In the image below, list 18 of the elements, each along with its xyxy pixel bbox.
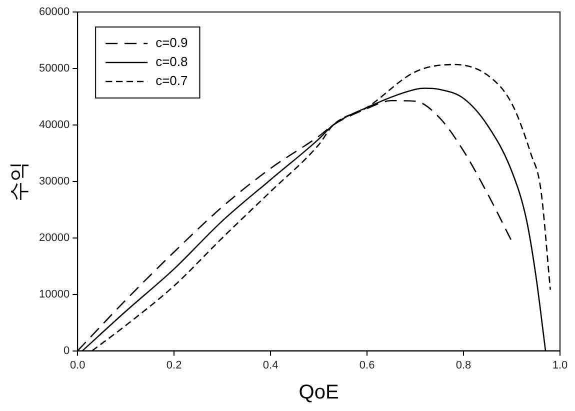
y-tick-label: 30000 (38, 175, 70, 188)
y-tick-label: 40000 (38, 118, 70, 131)
legend-label: c=0.7 (156, 73, 188, 88)
y-tick-label: 60000 (38, 6, 70, 18)
x-tick-label: 0.0 (70, 359, 86, 372)
y-axis-title: 수익 (8, 161, 31, 202)
x-tick-label: 0.8 (456, 359, 472, 372)
x-tick-label: 1.0 (552, 359, 568, 372)
legend-label: c=0.8 (156, 54, 188, 70)
x-tick-label: 0.4 (262, 359, 278, 372)
x-axis-title: QoE (298, 382, 339, 404)
x-tick-label: 0.2 (166, 359, 182, 372)
y-tick-label: 20000 (38, 232, 70, 244)
y-tick-label: 50000 (38, 62, 70, 74)
legend-label: c=0.9 (156, 35, 188, 50)
x-tick-label: 0.6 (359, 359, 375, 372)
y-tick-label: 0 (63, 344, 70, 357)
y-tick-label: 10000 (38, 288, 70, 300)
